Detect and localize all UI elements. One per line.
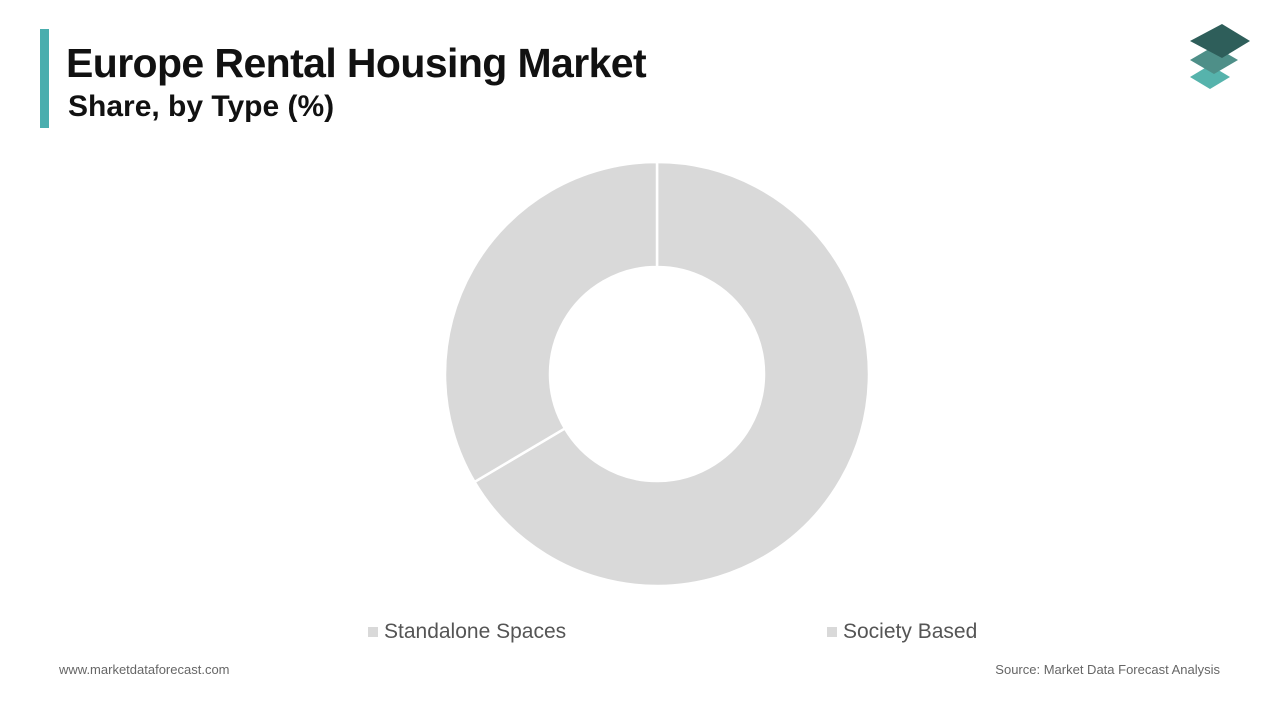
legend-swatch <box>368 627 378 637</box>
legend-item-society-based[interactable]: Society Based <box>827 620 977 644</box>
legend-item-standalone-spaces[interactable]: Standalone Spaces <box>368 620 566 644</box>
pie-slice-society-based[interactable] <box>443 160 659 484</box>
page-title: Europe Rental Housing Market <box>66 40 647 86</box>
legend-swatch <box>827 627 837 637</box>
title-accent-bar <box>40 29 49 128</box>
page-subtitle: Share, by Type (%) <box>68 90 335 123</box>
logo-layer-top <box>1190 24 1250 58</box>
pie-slice-standalone-spaces[interactable] <box>472 160 871 588</box>
legend-label: Standalone Spaces <box>384 620 567 643</box>
stacked-layers-icon <box>1190 24 1250 89</box>
footer-source: Source: Market Data Forecast Analysis <box>995 662 1220 677</box>
logo-layer-bottom <box>1190 65 1230 89</box>
legend-label: Society Based <box>843 620 978 643</box>
footer-website: www.marketdataforecast.com <box>59 662 230 677</box>
